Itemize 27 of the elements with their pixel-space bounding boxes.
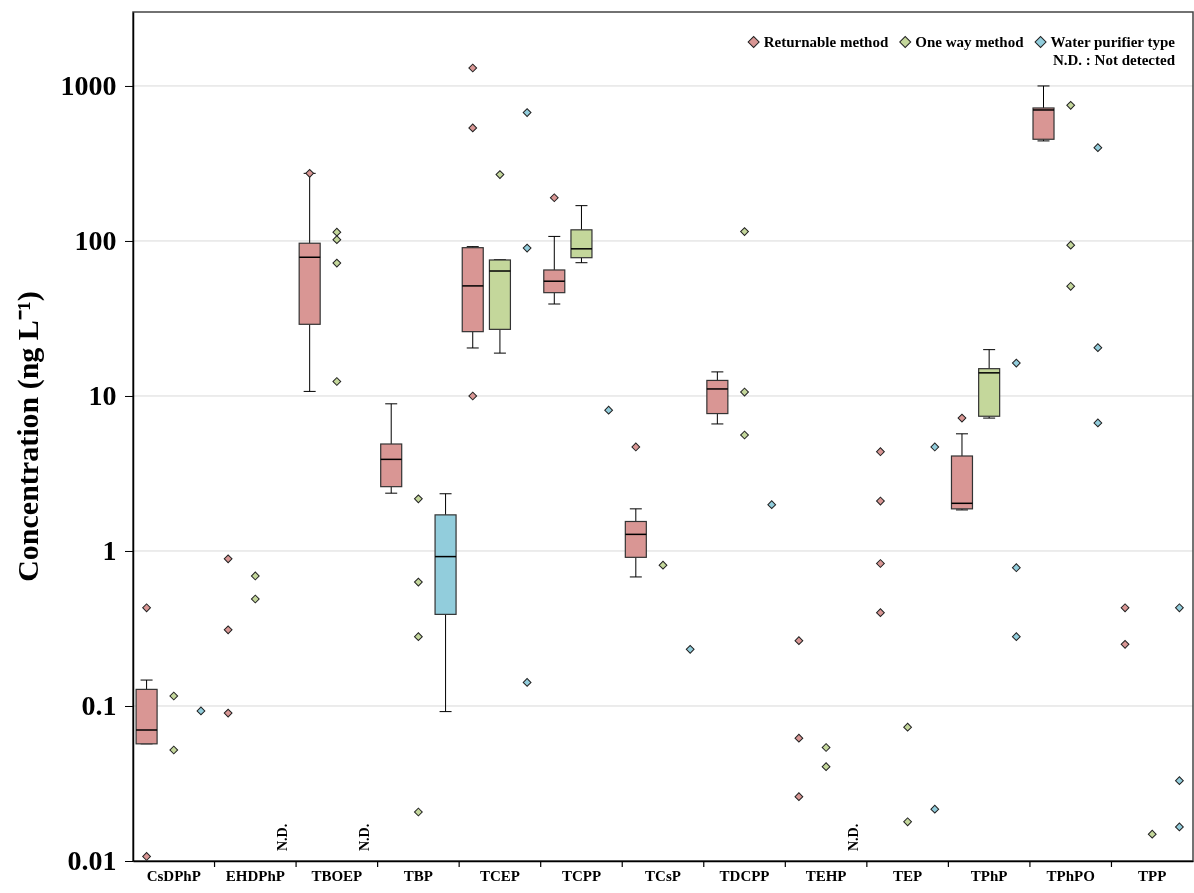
x-tick-label: TDCPP	[719, 867, 770, 884]
x-tick-label: TCPP	[561, 867, 602, 884]
x-tick-label: TEHP	[805, 867, 847, 884]
legend-label: Returnable method	[763, 34, 889, 50]
y-tick-label: 0.1	[81, 690, 117, 722]
x-tick-label: TCsP	[645, 867, 681, 884]
y-tick-label: 10	[88, 380, 117, 412]
y-axis-title: Concentration (ng L⁻¹)	[11, 291, 45, 582]
legend-label: One way method	[915, 34, 1025, 50]
x-tick-label: CsDPhP	[146, 867, 201, 884]
annotation: N.D.	[275, 823, 291, 851]
annotation: N.D. : Not detected	[1052, 52, 1176, 68]
x-tick-label: TEP	[893, 867, 923, 884]
x-tick-label: TPhP	[970, 867, 1008, 884]
x-tick-label: EHDPhP	[225, 867, 285, 884]
y-tick-label: 1000	[60, 70, 117, 102]
x-tick-label: TCEP	[479, 867, 520, 884]
annotation: N.D.	[357, 823, 373, 851]
x-tick-label: TBOEP	[311, 867, 363, 884]
y-tick-label: 1	[102, 535, 117, 567]
x-tick-label: TBP	[403, 867, 433, 884]
y-tick-label: 100	[74, 225, 117, 257]
x-tick-label: TPhPO	[1046, 867, 1095, 884]
legend-label: Water purifier type	[1050, 34, 1176, 50]
y-tick-label: 0.01	[67, 845, 117, 877]
x-tick-label: TPP	[1138, 867, 1167, 884]
annotation: N.D.	[846, 823, 862, 851]
